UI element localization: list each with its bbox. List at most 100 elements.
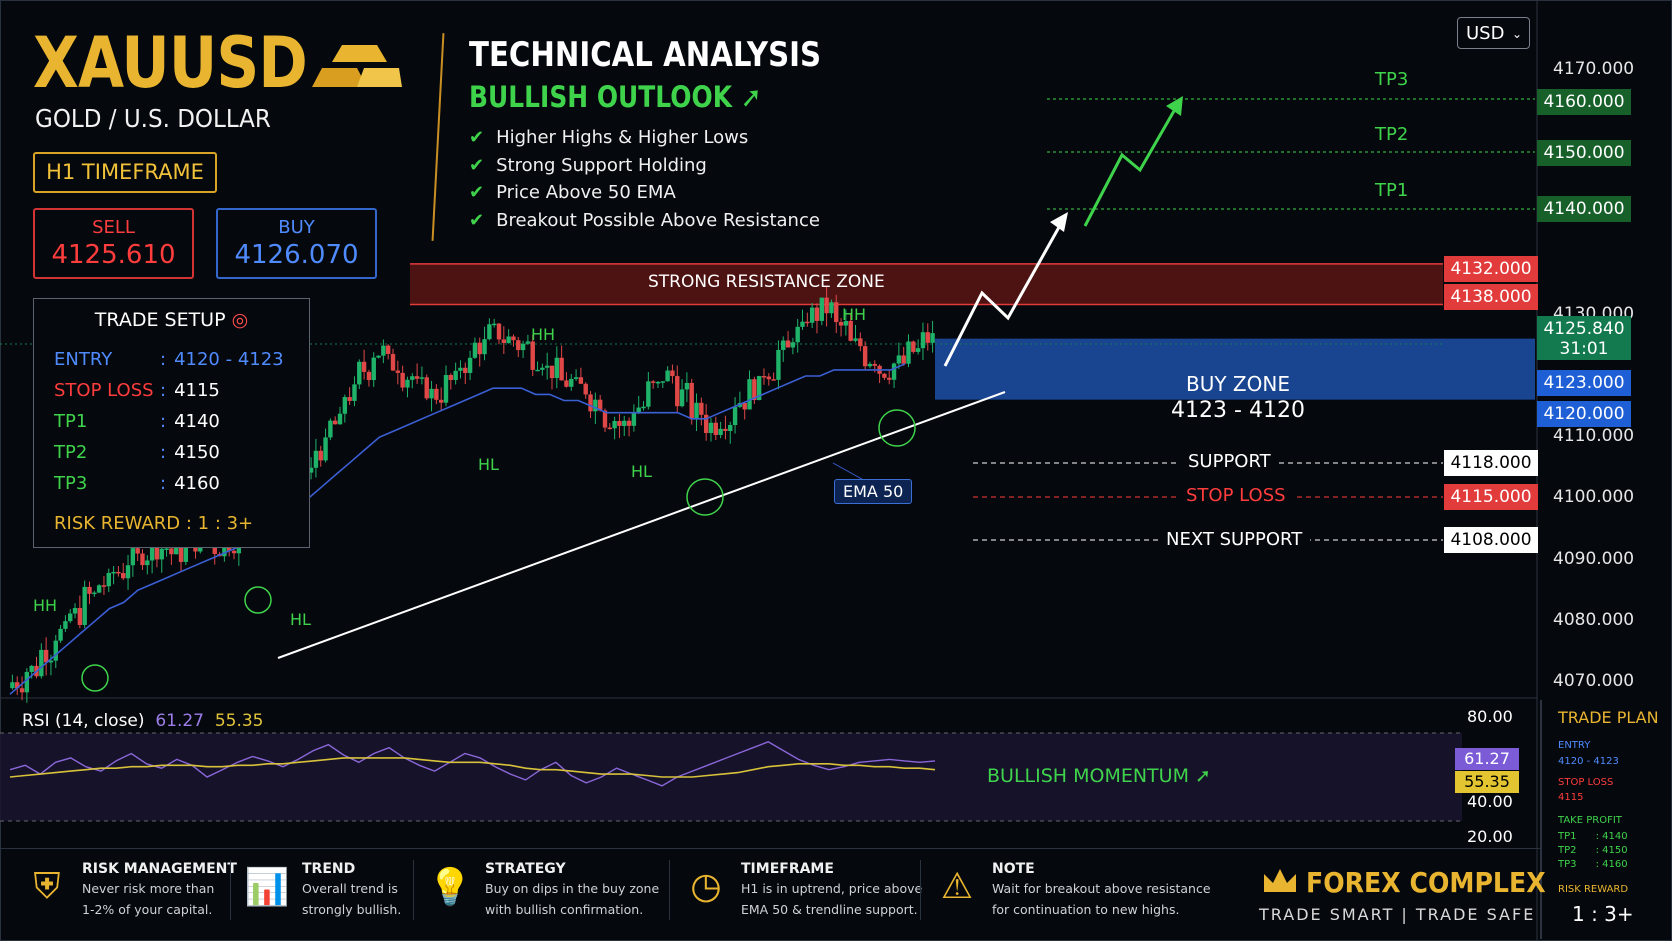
buy-label: BUY bbox=[278, 217, 315, 238]
candle bbox=[756, 376, 762, 401]
candle bbox=[106, 572, 111, 587]
price-axis-label: 4090.000 bbox=[1553, 548, 1635, 569]
candle bbox=[564, 380, 569, 387]
candle bbox=[48, 660, 54, 663]
sell-button[interactable]: SELL 4125.610 bbox=[33, 208, 194, 279]
candle bbox=[713, 422, 718, 435]
candle bbox=[699, 402, 704, 415]
candle bbox=[723, 428, 728, 431]
candle bbox=[121, 573, 126, 579]
candle bbox=[39, 649, 44, 677]
candle bbox=[915, 348, 921, 352]
rsi-label: RSI (14, close) 61.27 55.35 bbox=[22, 711, 264, 731]
candle bbox=[525, 341, 531, 344]
candle bbox=[516, 340, 521, 351]
rsi-signal-line bbox=[9, 757, 936, 778]
higher-high-label: HH bbox=[33, 596, 58, 615]
chevron-down-icon: ⌄ bbox=[1511, 27, 1522, 41]
candle bbox=[617, 420, 622, 426]
candle bbox=[549, 365, 555, 379]
bullish-momentum-label: BULLISH MOMENTUM ➚ bbox=[987, 765, 1211, 787]
pair-name: GOLD / U.S. DOLLAR bbox=[35, 104, 271, 133]
candle bbox=[68, 613, 73, 622]
swing-low-marker bbox=[878, 409, 916, 447]
setup-row-stop-loss: STOP LOSS:4115 bbox=[54, 380, 220, 401]
candle bbox=[597, 399, 603, 411]
analysis-bullet: ✔ Breakout Possible Above Resistance bbox=[469, 209, 820, 231]
candle bbox=[29, 665, 34, 672]
candle bbox=[390, 353, 396, 371]
setup-row-tp1: TP1:4140 bbox=[54, 411, 220, 432]
candle bbox=[164, 548, 169, 550]
candle bbox=[43, 649, 49, 663]
ema-50-line bbox=[9, 363, 906, 695]
timeframe-badge[interactable]: H1 TIMEFRAME bbox=[33, 152, 217, 193]
candle bbox=[477, 342, 482, 355]
candle bbox=[694, 402, 699, 420]
candle bbox=[805, 321, 810, 324]
candle bbox=[395, 370, 401, 373]
candle bbox=[159, 548, 164, 560]
higher-high-label: HH bbox=[842, 305, 867, 324]
footer-item: STRATEGY Buy on dips in the buy zone with … bbox=[485, 861, 660, 917]
candle bbox=[482, 339, 487, 355]
candle bbox=[381, 345, 386, 356]
next-support-tag: 4108.000 bbox=[1444, 527, 1538, 553]
support-tag: 4118.000 bbox=[1444, 450, 1538, 476]
candle bbox=[487, 324, 492, 340]
plan-entry: 4120 - 4123 bbox=[1558, 756, 1619, 767]
candle bbox=[843, 320, 849, 326]
candle bbox=[809, 307, 815, 323]
check-icon: ✔ bbox=[469, 182, 485, 203]
candle bbox=[530, 341, 535, 370]
currency-select[interactable]: USD ⌄ bbox=[1457, 17, 1530, 49]
candle bbox=[448, 375, 454, 381]
crown-icon bbox=[1264, 869, 1296, 892]
candle bbox=[559, 357, 564, 381]
candle bbox=[347, 397, 352, 401]
candle bbox=[679, 389, 685, 407]
candle bbox=[145, 560, 150, 566]
candle bbox=[747, 379, 752, 410]
plan-tp2: TP2 : 4150 bbox=[1558, 845, 1628, 856]
candle bbox=[814, 307, 820, 321]
candle bbox=[896, 355, 902, 364]
candle bbox=[125, 565, 131, 579]
rsi-value-tag: 61.27 bbox=[1455, 748, 1519, 770]
higher-low-label: HL bbox=[478, 455, 499, 474]
candle bbox=[222, 544, 227, 557]
footer-separator bbox=[413, 860, 414, 920]
candle bbox=[882, 373, 887, 378]
candle bbox=[665, 370, 670, 382]
analysis-bullet: ✔ Higher Highs & Higher Lows bbox=[469, 127, 749, 148]
candle bbox=[443, 375, 449, 403]
candle bbox=[602, 410, 608, 428]
candle bbox=[140, 553, 145, 566]
price-axis-label: 4080.000 bbox=[1553, 609, 1635, 630]
candle bbox=[467, 357, 473, 373]
candle bbox=[429, 388, 434, 399]
rsi-band bbox=[0, 733, 1462, 821]
price-axis-label: 4100.000 bbox=[1553, 487, 1635, 508]
candle bbox=[776, 349, 781, 380]
candle bbox=[911, 341, 916, 352]
footer-separator bbox=[230, 860, 231, 920]
setup-row-tp3: TP3:4160 bbox=[54, 473, 220, 494]
candle bbox=[689, 382, 694, 420]
candle bbox=[607, 427, 613, 430]
price-axis-label: 4170.000 bbox=[1553, 59, 1635, 79]
candle bbox=[371, 357, 376, 381]
target-path bbox=[1083, 103, 1180, 227]
tp2-label: TP2 bbox=[1375, 124, 1409, 145]
candle bbox=[867, 363, 873, 367]
buy-button[interactable]: BUY 4126.070 bbox=[216, 208, 377, 279]
candle bbox=[24, 671, 30, 693]
candle bbox=[728, 425, 733, 431]
candle bbox=[732, 406, 738, 426]
swing-low-marker bbox=[686, 478, 724, 516]
candle bbox=[400, 372, 405, 388]
candle bbox=[684, 382, 690, 390]
candle bbox=[646, 381, 651, 407]
candle bbox=[342, 397, 348, 414]
